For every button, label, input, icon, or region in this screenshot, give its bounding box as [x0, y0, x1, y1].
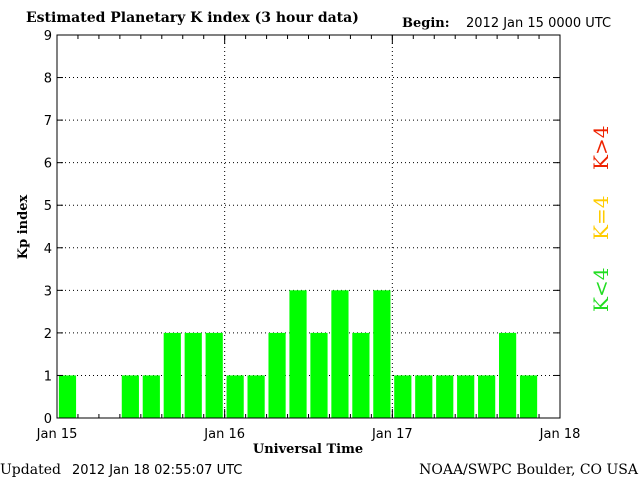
y-tick-label: 8 [44, 72, 52, 87]
plot-frame [56, 34, 561, 419]
kp-bar [310, 332, 328, 418]
y-tick-label: 7 [44, 114, 52, 129]
kp-bar [163, 332, 181, 418]
chart-title: Estimated Planetary K index (3 hour data… [26, 10, 359, 26]
plot-area: 0 1 2 3 4 5 6 7 8 9 Jan 15 Jan 16 Jan 17 Jan 18 [36, 29, 581, 442]
kp-bar [247, 375, 265, 418]
kp-bar [184, 332, 202, 418]
legend-k-less-4: K<4 [589, 268, 613, 312]
kp-bar [415, 375, 433, 418]
x-axis-label: Universal Time [253, 442, 363, 457]
updated-label: Updated [0, 462, 61, 478]
x-tick-label: Jan 18 [539, 427, 581, 442]
kp-bar [121, 375, 139, 418]
y-tick-label: 2 [44, 327, 52, 342]
kp-bar [142, 375, 160, 418]
y-tick-label: 5 [44, 199, 52, 214]
kp-bar [478, 375, 496, 418]
y-tick-label: 9 [44, 29, 52, 44]
kp-bar [373, 290, 391, 418]
kp-bar [499, 332, 517, 418]
kp-bar [205, 332, 223, 418]
x-tick-label: Jan 15 [36, 427, 78, 442]
begin-label: Begin: [402, 16, 450, 31]
kp-bar [289, 290, 307, 418]
y-tick-label: 6 [44, 157, 52, 172]
y-tick-label: 1 [44, 369, 52, 384]
kp-bar [331, 290, 349, 418]
kp-bar [436, 375, 454, 418]
y-tick-label: 4 [44, 242, 52, 257]
y-tick-label: 0 [44, 412, 52, 427]
kp-bar [457, 375, 475, 418]
updated-value: 2012 Jan 18 02:55:07 UTC [72, 463, 242, 478]
legend-k-equal-4: K=4 [589, 196, 613, 240]
x-tick-label: Jan 17 [371, 427, 413, 442]
y-axis-label: Kp index [16, 195, 31, 260]
kp-bar [226, 375, 244, 418]
y-tick-label: 3 [44, 284, 52, 299]
source-credit: NOAA/SWPC Boulder, CO USA [419, 462, 639, 478]
kp-bar [394, 375, 412, 418]
kp-bar [519, 375, 538, 418]
x-tick-label: Jan 16 [203, 427, 245, 442]
kp-bar [352, 332, 370, 418]
begin-value: 2012 Jan 15 0000 UTC [466, 16, 611, 31]
kp-bar [268, 332, 286, 418]
legend-k-greater-4: K>4 [589, 126, 613, 170]
kp-bar [58, 375, 77, 418]
